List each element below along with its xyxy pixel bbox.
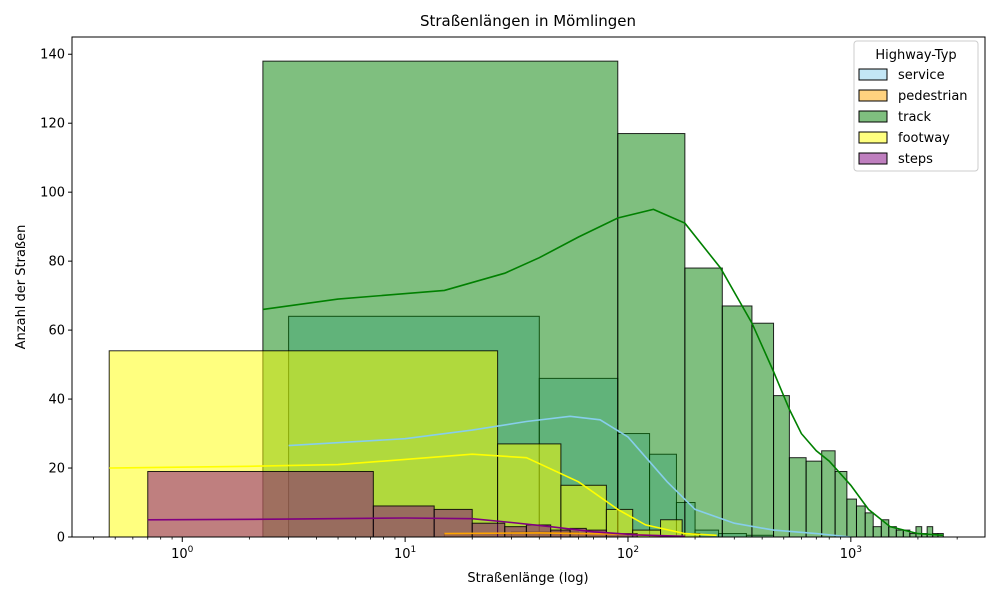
legend-label-footway: footway xyxy=(898,131,950,146)
axes-layer: 0 20 40 60 80 100 120 140 100 101 102 103 xyxy=(40,36,986,562)
legend-label-service: service xyxy=(898,68,945,83)
bars-layer xyxy=(108,60,944,538)
y-tick-label-140: 140 xyxy=(40,48,65,63)
legend-title: Highway-Typ xyxy=(875,48,956,63)
y-tick-label-120: 120 xyxy=(40,117,65,132)
service-kde-line xyxy=(288,415,851,538)
y-tick-label-20: 20 xyxy=(48,462,65,477)
track-bar-10 xyxy=(846,498,857,538)
steps-bar-0 xyxy=(147,470,374,538)
legend-label-steps: steps xyxy=(898,152,933,167)
y-axis-label: Anzahl der Straßen xyxy=(14,225,29,350)
legend: Highway-Typ service pedestrian track footway… xyxy=(853,40,979,172)
track-bar-9 xyxy=(834,470,848,538)
plot-frame xyxy=(71,36,986,538)
x-tick-label-1: 100 xyxy=(171,545,194,562)
footway-kde-line xyxy=(109,453,717,537)
track-kde-line xyxy=(262,208,944,537)
x-tick-label-1000: 103 xyxy=(840,545,862,562)
x-tick-label-100: 102 xyxy=(617,545,639,562)
kde-layer xyxy=(109,208,944,538)
legend-swatch-track xyxy=(858,110,888,123)
legend-label-pedestrian: pedestrian xyxy=(898,89,968,104)
legend-swatch-pedestrian xyxy=(858,89,888,102)
track-bar-3 xyxy=(721,305,753,538)
footway-bar-1 xyxy=(497,443,562,538)
legend-label-track: track xyxy=(898,110,932,125)
x-axis-label: Straßenlänge (log) xyxy=(467,571,588,586)
track-bar-7 xyxy=(805,460,823,538)
track-bar-21 xyxy=(926,526,934,538)
track-bar-2 xyxy=(684,267,723,538)
track-bar-18 xyxy=(909,533,917,538)
steps-kde-line xyxy=(147,517,685,538)
track-bar-5 xyxy=(773,395,790,538)
track-bar-13 xyxy=(872,526,882,538)
track-bar-8 xyxy=(821,450,836,538)
x-tick-label-10: 101 xyxy=(394,545,416,562)
y-tick-label-100: 100 xyxy=(40,186,65,201)
y-tick-label-40: 40 xyxy=(48,393,65,408)
legend-swatch-steps xyxy=(858,152,888,165)
track-bar-1 xyxy=(617,133,686,538)
track-bar-11 xyxy=(855,505,866,538)
steps-bar-4 xyxy=(504,526,527,538)
track-bar-16 xyxy=(895,529,904,538)
track-bar-4 xyxy=(751,322,775,538)
steps-bar-1 xyxy=(372,505,435,538)
track-bar-12 xyxy=(864,512,874,538)
steps-bar-3 xyxy=(471,522,506,538)
legend-swatch-service xyxy=(858,68,888,81)
track-bar-6 xyxy=(788,457,807,538)
legend-swatch-footway xyxy=(858,131,888,144)
track-bar-19 xyxy=(915,526,923,538)
y-tick-label-80: 80 xyxy=(48,255,65,270)
chart-title: Straßenlängen in Mömlingen xyxy=(420,12,636,30)
y-tick-label-60: 60 xyxy=(48,324,65,339)
y-tick-label-0: 0 xyxy=(57,531,65,546)
